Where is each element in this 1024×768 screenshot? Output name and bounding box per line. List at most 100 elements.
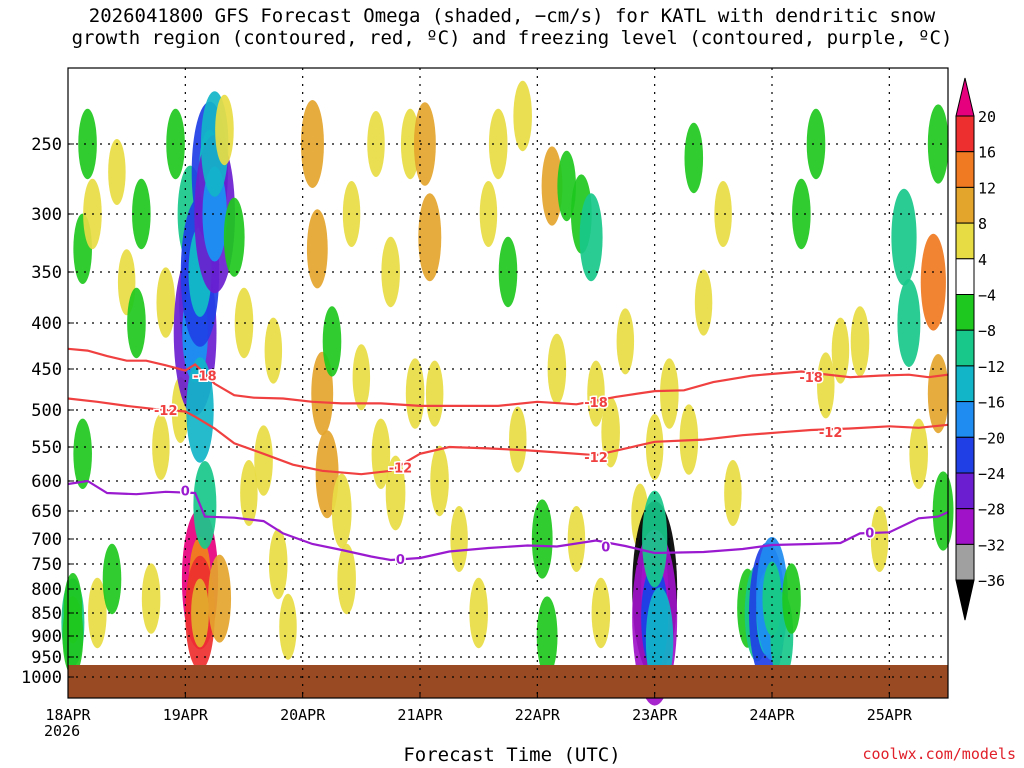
omega-cell (166, 108, 185, 180)
y-tick-label: 600 (31, 472, 62, 492)
plot-frame (67, 67, 949, 699)
y-tick-label: 850 (31, 604, 62, 624)
omega-cell (400, 108, 420, 180)
colorbar-bottom-arrow (955, 579, 975, 621)
colorbar-top-arrow (955, 77, 975, 117)
omega-cell (870, 506, 889, 572)
omega-cell (488, 108, 508, 180)
colorbar-swatch (955, 436, 975, 474)
colorbar-swatch (955, 186, 975, 224)
omega-cell (215, 94, 234, 166)
omega-cell (806, 108, 826, 180)
chart-title-line-2: growth region (contoured, red, ºC) and f… (71, 27, 953, 49)
y-tick-label: 950 (31, 648, 62, 668)
y-tick-label: 1000 (21, 668, 62, 688)
colorbar-swatch (955, 472, 975, 510)
contour-label-dgz-12: -12 (389, 461, 413, 476)
omega-cell (792, 178, 811, 250)
colorbar-label: −24 (978, 465, 1005, 483)
colorbar-swatch (955, 401, 975, 438)
y-tick-label: 450 (31, 360, 62, 380)
omega-cell (352, 344, 371, 411)
omega-cell (279, 593, 297, 660)
omega-cell (782, 563, 801, 634)
omega-cell (268, 528, 288, 600)
omega-cell (616, 308, 635, 375)
x-tick-label: 25APR (867, 706, 913, 724)
colorbar-label: −36 (978, 572, 1005, 590)
x-axis-title: Forecast Time (UTC) (403, 744, 621, 766)
colorbar-swatch (955, 508, 975, 545)
contour-label-dgz-12: -12 (154, 404, 178, 419)
omega-cell (932, 471, 954, 551)
colorbar-label: −32 (978, 536, 1005, 554)
source-credit[interactable]: coolwx.com/models (862, 745, 1016, 763)
omega-cell (724, 460, 742, 526)
omega-cell (156, 267, 176, 338)
omega-cell-core (191, 578, 209, 648)
omega-cell (645, 414, 664, 480)
colorbar-label: −16 (978, 394, 1005, 412)
omega-cell (300, 100, 324, 188)
omega-cell (381, 236, 400, 308)
contour-line-dgz-12 (67, 397, 949, 476)
omega-cell (927, 104, 949, 184)
contour-line-freezing-0 (67, 479, 949, 562)
omega-cell (694, 269, 713, 336)
omega-cell (587, 360, 605, 427)
y-tick-label: 550 (31, 438, 62, 458)
omega-cell (152, 414, 170, 480)
omega-cell (311, 351, 334, 436)
omega-cell (567, 506, 586, 572)
colorbar-label: −8 (978, 322, 996, 340)
omega-cell (342, 181, 361, 247)
contour-label-dgz-12: -12 (819, 426, 843, 441)
omega-cell (186, 357, 214, 463)
omega-cell (591, 577, 611, 649)
omega-cell (479, 181, 498, 247)
colorbar: 20 16 12 8 4 −4 −8 −12 −16 −20 −24 −28 −32 −36 (955, 77, 1005, 621)
colorbar-label: 8 (978, 215, 987, 233)
colorbar-label: 12 (978, 179, 996, 197)
y-tick-label: 800 (31, 580, 62, 600)
colorbar-label: 4 (978, 251, 987, 269)
omega-cell (108, 139, 126, 205)
omega-cell (909, 418, 928, 489)
colorbar-swatch (955, 543, 975, 581)
omega-cell (579, 193, 603, 282)
chart-title-line-1: 2026041800 GFS Forecast Omega (shaded, −… (88, 5, 936, 27)
omega-cell (714, 181, 732, 247)
omega-cell (513, 80, 532, 152)
contour-label-freezing-0: 0 (181, 485, 190, 500)
x-tick-label: 19APR (163, 706, 209, 724)
omega-cell (413, 102, 436, 186)
omega-cell (541, 146, 563, 226)
colorbar-swatch (955, 222, 975, 260)
omega-cell (193, 461, 217, 549)
omega-cell (891, 188, 917, 286)
colorbar-swatch (955, 115, 975, 153)
colorbar-label: −20 (978, 429, 1005, 447)
colorbar-label: −12 (978, 358, 1005, 376)
axis-layer: 250 300 350 400 450 500 550 600 650 700 750 800 850 9… (21, 67, 949, 724)
y-tick-label: 650 (31, 502, 62, 522)
omega-cell (337, 543, 356, 615)
contour-layer: -18 -18 -18 -12 -12 -12 -12 0 0 0 0 (67, 347, 949, 570)
omega-cell (469, 577, 488, 649)
omega-cell (509, 406, 527, 473)
contour-label-dgz-18: -18 (193, 370, 217, 385)
omega-cell (418, 193, 442, 282)
omega-cell (322, 306, 342, 377)
omega-cell (450, 506, 468, 572)
omega-cell (425, 360, 444, 427)
ground-fill (68, 665, 948, 698)
omega-cell (684, 122, 704, 194)
omega-cell (536, 596, 558, 676)
omega-cell (127, 287, 146, 359)
contour-line-dgz-18 (67, 347, 949, 407)
omega-cell (306, 209, 328, 289)
contour-label-dgz-18: -18 (799, 371, 823, 386)
colorbar-label: −4 (978, 287, 996, 305)
contour-label-freezing-0: 0 (865, 526, 874, 541)
omega-cell (531, 499, 553, 579)
